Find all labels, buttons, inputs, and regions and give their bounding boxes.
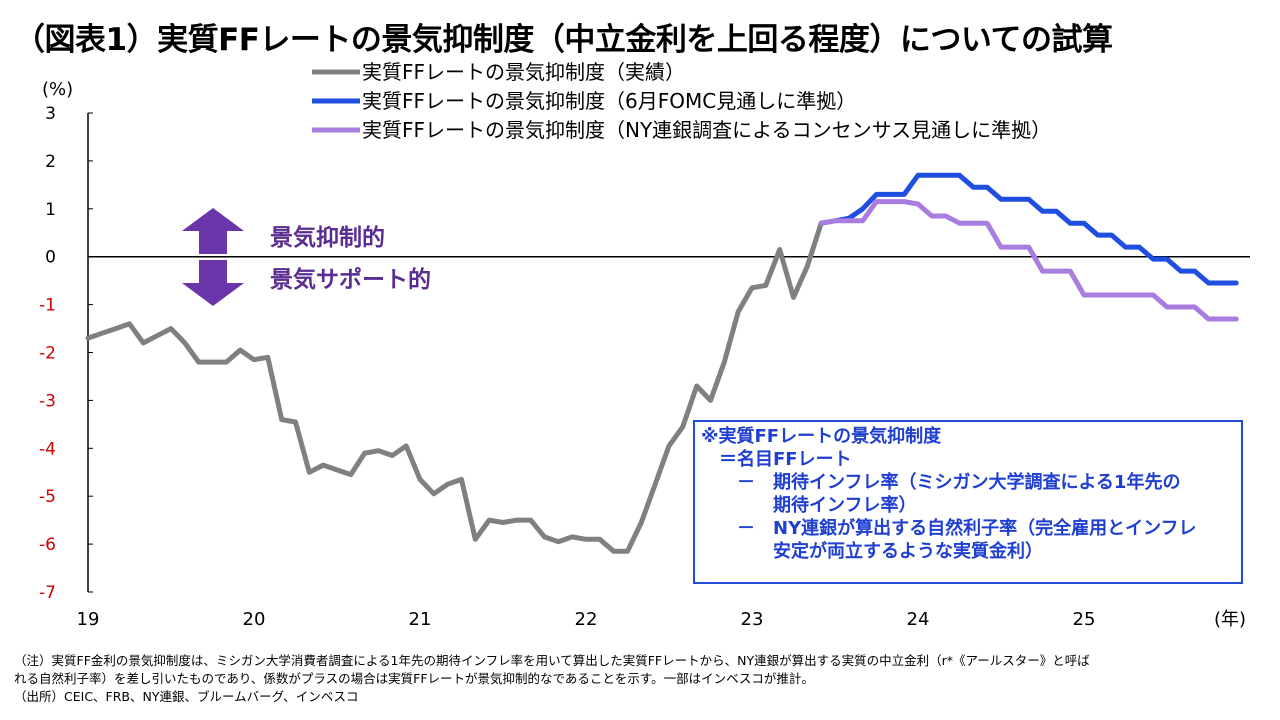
note-line: 安定が両立するような実質金利）	[701, 541, 1043, 562]
note-line: ＝名目FFレート	[701, 449, 852, 470]
x-tick-label: 24	[907, 609, 930, 630]
x-tick-label: 19	[77, 609, 100, 630]
y-tick-label: -3	[39, 391, 56, 411]
legend-label-2: 実質FFレートの景気抑制度（6月FOMC見通しに準拠）	[362, 89, 856, 113]
y-unit-label: (%)	[42, 79, 73, 100]
legend-label-1: 実質FFレートの景気抑制度（実績）	[362, 60, 685, 84]
y-tick-label: -6	[39, 535, 56, 555]
series-line-1	[85, 220, 824, 554]
annotation-supportive: 景気サポート的	[270, 266, 431, 293]
y-tick-label: 1	[45, 200, 56, 220]
x-unit-label: (年)	[1214, 609, 1246, 630]
y-tick-label: -5	[39, 487, 56, 507]
series-lines	[85, 172, 1239, 554]
note-line: ※実質FFレートの景気抑制度	[701, 426, 942, 447]
legend-label-3: 実質FFレートの景気抑制度（NY連銀調査によるコンセンサス見通しに準拠）	[362, 118, 1051, 142]
formula-note-box: ※実質FFレートの景気抑制度 ＝名目FFレート － 期待インフレ率（ミシガン大学…	[693, 420, 1243, 584]
legend: 実質FFレートの景気抑制度（実績） 実質FFレートの景気抑制度（6月FOMC見通し…	[312, 60, 1051, 142]
x-tick-label: 25	[1073, 609, 1096, 630]
x-tick-label: 23	[741, 609, 764, 630]
y-tick-label: -2	[39, 344, 56, 364]
x-tick-label: 22	[575, 609, 598, 630]
y-tick-label: -1	[39, 296, 56, 316]
arrow-up-icon	[182, 208, 244, 254]
x-tick-label: 20	[243, 609, 266, 630]
y-tick-label: -4	[39, 439, 56, 459]
x-tick-label: 21	[409, 609, 432, 630]
footnote-line: れる自然利子率）を差し引いたものであり、係数がプラスの場合は実質FFレートが景気…	[14, 671, 814, 686]
y-tick-label: 3	[45, 104, 56, 124]
chart-title: （図表1）実質FFレートの景気抑制度（中立金利を上回る程度）についての試算	[14, 22, 1113, 58]
note-line: － 期待インフレ率（ミシガン大学調査による1年先の	[701, 472, 1181, 493]
series-line-2	[818, 172, 1239, 286]
footnote: （注）実質FF金利の景気抑制度は、ミシガン大学消費者調査による1年先の期待インフ…	[14, 652, 1276, 706]
footnote-line: （注）実質FF金利の景気抑制度は、ミシガン大学消費者調査による1年先の期待インフ…	[14, 653, 1090, 668]
y-tick-label: 0	[45, 248, 56, 268]
series-line-3	[818, 199, 1239, 322]
arrow-down-icon	[182, 260, 244, 306]
annotation-restrictive: 景気抑制的	[270, 224, 385, 251]
note-line: － NY連銀が算出する自然利子率（完全雇用とインフレ	[701, 518, 1197, 539]
y-tick-label: 2	[45, 152, 56, 172]
note-line: 期待インフレ率）	[701, 495, 917, 516]
footnote-line: （出所）CEIC、FRB、NY連銀、ブルームバーグ、インベスコ	[14, 689, 359, 704]
y-tick-label: -7	[39, 583, 56, 603]
